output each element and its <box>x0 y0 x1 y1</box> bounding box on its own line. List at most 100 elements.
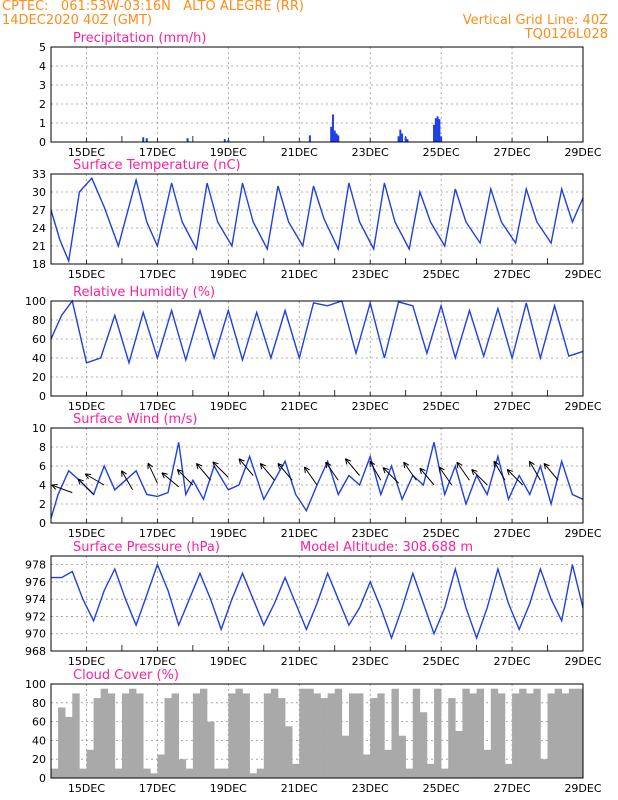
cloud-cover-bar <box>547 693 555 778</box>
cloud-cover-bar <box>356 693 364 778</box>
y-tick-label: 1 <box>39 117 46 130</box>
cloud-cover-bar <box>65 716 73 778</box>
wind-arrow <box>438 466 453 486</box>
cloud-cover-bar <box>426 763 435 778</box>
precipitation-bar <box>404 137 407 142</box>
x-tick-label: 27DEC <box>494 782 531 795</box>
panel-title: Surface Pressure (hPa) <box>73 540 220 555</box>
y-tick-label: 968 <box>25 645 46 658</box>
x-tick-label: 23DEC <box>352 527 389 540</box>
y-tick-label: 4 <box>39 479 46 492</box>
cloud-cover-bar <box>455 731 463 778</box>
x-tick-label: 21DEC <box>281 146 318 159</box>
precipitation-bar <box>337 135 340 142</box>
y-tick-label: 20 <box>32 753 46 766</box>
cloud-cover-bar <box>533 688 541 778</box>
x-tick-label: 19DEC <box>210 400 247 413</box>
cloud-cover-bar <box>277 698 286 778</box>
cloud-cover-bar <box>93 698 101 778</box>
panel-title: Precipitation (mm/h) <box>73 31 206 46</box>
header-model-id: TQ0126L028 <box>524 27 608 42</box>
cloud-cover-bar <box>370 698 378 778</box>
x-tick-label: 17DEC <box>139 146 176 159</box>
x-tick-label: 21DEC <box>281 400 318 413</box>
wind-arrow <box>369 460 382 481</box>
panel-title: Surface Wind (m/s) <box>73 412 197 427</box>
cloud-cover-bar <box>327 693 336 778</box>
precipitation-bar <box>399 129 402 142</box>
cloud-cover-bar <box>129 688 137 778</box>
cloud-cover-bar <box>157 754 165 778</box>
precipitation-bar <box>434 118 437 142</box>
y-tick-label: 100 <box>25 678 46 691</box>
y-tick-label: 60 <box>32 333 46 346</box>
cloud-cover-bar <box>150 773 158 778</box>
cloud-cover-bar <box>476 688 484 778</box>
precipitation-bar <box>223 139 226 142</box>
x-tick-label: 23DEC <box>352 268 389 281</box>
x-tick-label: 23DEC <box>352 655 389 668</box>
cloud-cover-bar <box>441 768 449 778</box>
wind-arrow <box>456 461 470 481</box>
y-tick-label: 40 <box>32 734 46 747</box>
cloud-cover-bar <box>512 693 520 778</box>
y-tick-label: 0 <box>39 390 46 403</box>
precipitation-bar <box>397 136 400 142</box>
x-tick-label: 21DEC <box>281 782 318 795</box>
cloud-cover-bar <box>412 688 421 778</box>
x-tick-label: 23DEC <box>352 146 389 159</box>
x-tick-label: 15DEC <box>68 782 105 795</box>
cloud-cover-bar <box>242 693 250 778</box>
cloud-cover-bar <box>561 693 570 778</box>
cloud-cover-bar <box>469 693 477 778</box>
wind-arrow <box>344 458 360 476</box>
cloud-cover-bar <box>214 768 222 778</box>
cloud-cover-bar <box>164 698 172 778</box>
x-tick-label: 15DEC <box>68 400 105 413</box>
cloud-cover-bar <box>285 726 293 778</box>
x-tick-label: 25DEC <box>423 400 460 413</box>
cloud-cover-bar <box>178 759 187 778</box>
x-tick-label: 25DEC <box>423 782 460 795</box>
cloud-cover-bar <box>79 768 87 778</box>
x-tick-label: 29DEC <box>564 782 601 795</box>
cloud-cover-bar <box>341 735 350 778</box>
cloud-cover-bar <box>86 749 94 778</box>
wind-arrow <box>382 467 399 484</box>
cloud-cover-bar <box>185 768 194 778</box>
x-tick-label: 17DEC <box>139 268 176 281</box>
header-date: 14DEC2020 40Z (GMT) <box>2 13 153 28</box>
cloud-cover-bar <box>143 768 151 778</box>
precipitation-bar <box>308 135 311 142</box>
cloud-cover-bar <box>221 768 229 778</box>
y-tick-label: 976 <box>25 576 46 589</box>
panel-annotation: Model Altitude: 308.688 m <box>300 540 473 555</box>
precipitation-bar <box>440 136 443 142</box>
wind-arrow <box>277 462 293 481</box>
header-location: CPTEC: 061:53W-03:16N ALTO ALEGRE (RR) <box>2 0 304 14</box>
x-tick-label: 19DEC <box>210 268 247 281</box>
cloud-cover-bar <box>51 768 59 778</box>
x-tick-label: 29DEC <box>564 146 601 159</box>
cloud-cover-bar <box>448 698 456 778</box>
y-tick-label: 18 <box>32 258 46 271</box>
wind-arrow <box>259 462 275 481</box>
y-tick-label: 33 <box>32 168 46 181</box>
cloud-cover-bar <box>554 688 563 778</box>
cloud-cover-bar <box>526 693 534 778</box>
series-line <box>50 442 584 519</box>
y-tick-label: 80 <box>32 697 46 710</box>
x-tick-label: 19DEC <box>210 146 247 159</box>
cloud-cover-bar <box>270 688 279 778</box>
cloud-cover-bar <box>363 754 371 778</box>
y-tick-label: 24 <box>32 222 46 235</box>
cloud-cover-bar <box>235 688 243 778</box>
cloud-cover-bar <box>136 693 144 778</box>
cloud-cover-bar <box>58 707 66 778</box>
wind-arrow <box>51 483 73 494</box>
wind-arrow <box>493 460 506 481</box>
y-tick-label: 972 <box>25 610 46 623</box>
y-tick-label: 80 <box>32 314 46 327</box>
cloud-cover-bar <box>434 688 442 778</box>
